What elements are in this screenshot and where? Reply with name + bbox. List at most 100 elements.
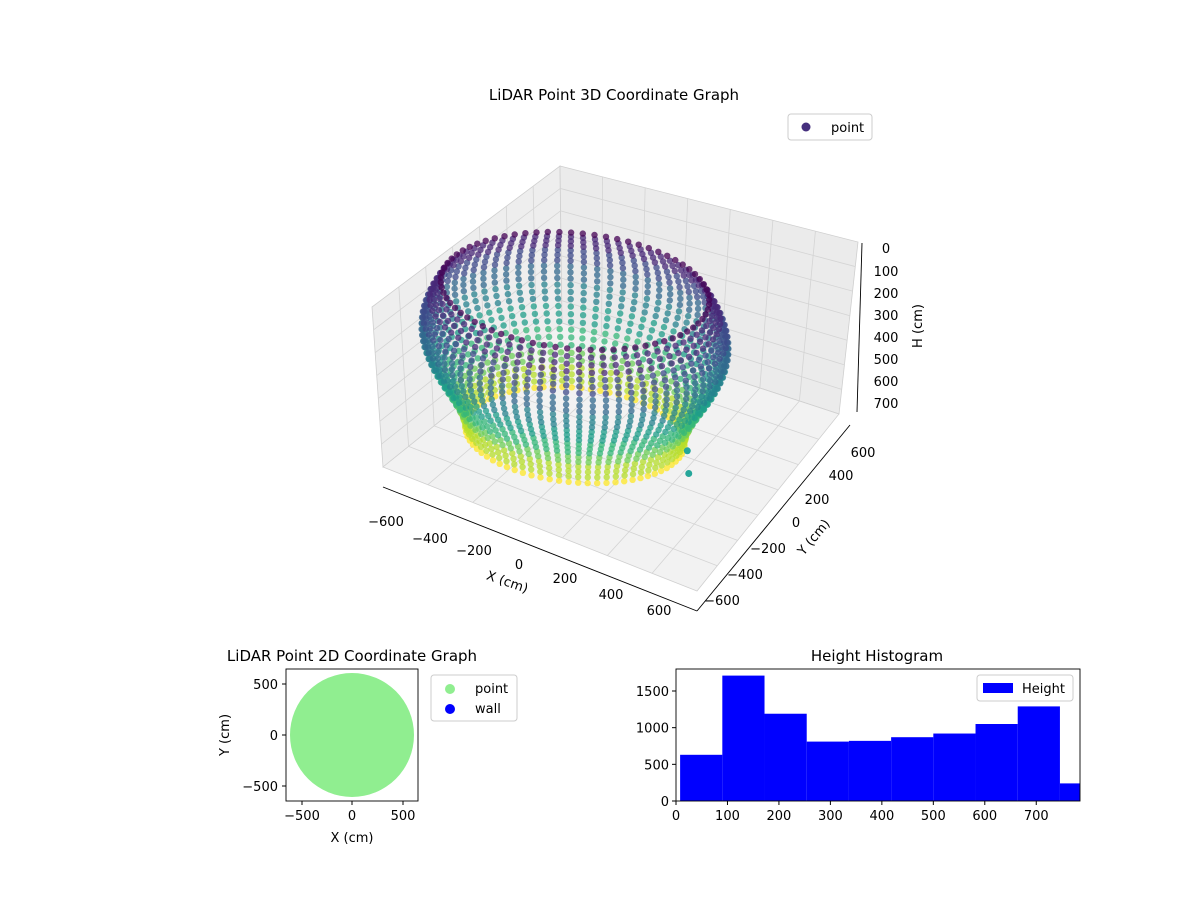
point-3d	[465, 308, 472, 315]
point-3d	[502, 410, 509, 417]
point-3d	[614, 235, 621, 243]
point-3d	[466, 370, 473, 377]
point-3d	[540, 342, 548, 349]
point-3d	[703, 322, 710, 330]
point-3d	[606, 262, 614, 269]
point-3d	[669, 414, 676, 422]
point-3d	[483, 341, 491, 348]
point-3d	[462, 393, 469, 400]
point-3d	[475, 408, 483, 415]
point-3d	[651, 409, 658, 417]
point-3d	[651, 470, 658, 477]
point-3d	[589, 414, 596, 421]
point-3d	[618, 364, 625, 372]
point-3d	[449, 371, 456, 379]
point-3d	[514, 359, 521, 366]
point-3d	[488, 396, 495, 403]
outlier-point-3d	[685, 470, 693, 477]
point-3d	[706, 377, 714, 384]
point-3d	[524, 376, 531, 383]
point-3d	[653, 459, 660, 466]
point-3d	[482, 237, 489, 244]
point-3d	[503, 284, 511, 291]
point-3d	[712, 366, 719, 374]
y-tick-label: −200	[750, 542, 786, 557]
point-3d	[511, 386, 518, 393]
point-3d	[632, 344, 639, 351]
point-3d	[671, 267, 678, 275]
x-tick-label: 600	[647, 604, 672, 619]
point-3d	[551, 351, 559, 358]
point-3d	[713, 314, 720, 321]
point-3d	[435, 343, 442, 350]
point-3d	[680, 339, 687, 346]
point-3d	[545, 325, 552, 333]
y-tick-label: 1500	[636, 685, 669, 700]
point-3d	[683, 383, 690, 391]
point-3d	[501, 362, 508, 370]
point-3d	[461, 270, 468, 277]
point-3d	[437, 336, 444, 344]
point-3d	[576, 383, 583, 390]
point-3d	[479, 355, 487, 362]
point-3d	[491, 352, 499, 359]
point-3d	[615, 402, 623, 410]
point-3d	[541, 246, 549, 253]
point-3d	[473, 414, 480, 421]
point-3d	[527, 262, 535, 270]
point-3d	[700, 382, 707, 389]
point-3d	[424, 337, 432, 344]
point-3d	[497, 436, 504, 444]
point-3d	[666, 297, 673, 304]
point-3d	[621, 472, 628, 479]
point-3d	[537, 414, 544, 421]
point-3d	[481, 288, 488, 295]
point-3d	[527, 460, 534, 468]
point-3d	[457, 365, 464, 372]
point-3d	[695, 356, 703, 363]
histogram-bar	[933, 733, 976, 801]
histogram-bar	[1017, 706, 1060, 801]
point-3d	[625, 327, 633, 335]
point-3d	[635, 359, 642, 366]
histogram-bar	[975, 724, 1018, 801]
point-3d	[690, 324, 697, 331]
point-3d	[642, 302, 650, 309]
point-3d	[642, 342, 649, 349]
point-3d	[434, 355, 442, 362]
point-3d	[536, 391, 543, 398]
point-3d	[494, 364, 501, 371]
point-3d	[593, 284, 601, 291]
point-3d	[628, 407, 635, 414]
point-3d	[588, 362, 595, 369]
point-3d	[492, 411, 500, 419]
point-3d	[464, 314, 471, 321]
y-ticks-2d: 500 0 −500	[242, 678, 286, 795]
point-3d	[678, 411, 685, 418]
point-3d	[662, 407, 669, 414]
point-3d	[488, 316, 495, 324]
point-3d	[506, 341, 513, 348]
point-3d	[486, 428, 494, 435]
point-3d	[666, 279, 673, 286]
point-3d	[667, 430, 675, 437]
point-3d	[649, 372, 657, 379]
point-3d	[424, 308, 431, 315]
point-3d	[692, 288, 700, 295]
point-3d	[487, 390, 495, 397]
x-axis-line	[382, 486, 698, 612]
point-3d	[491, 267, 498, 274]
point-3d	[691, 373, 698, 381]
point-3d	[580, 248, 587, 255]
point-3d	[613, 468, 620, 475]
point-3d	[705, 341, 712, 348]
point-3d	[656, 449, 664, 456]
point-3d	[567, 311, 575, 318]
point-3d	[456, 394, 463, 401]
point-3d	[532, 318, 540, 325]
point-3d	[597, 381, 604, 388]
point-3d	[502, 355, 510, 363]
point-3d	[535, 457, 543, 465]
point-3d	[680, 272, 687, 279]
legend-2d-label-point: point	[475, 682, 508, 697]
